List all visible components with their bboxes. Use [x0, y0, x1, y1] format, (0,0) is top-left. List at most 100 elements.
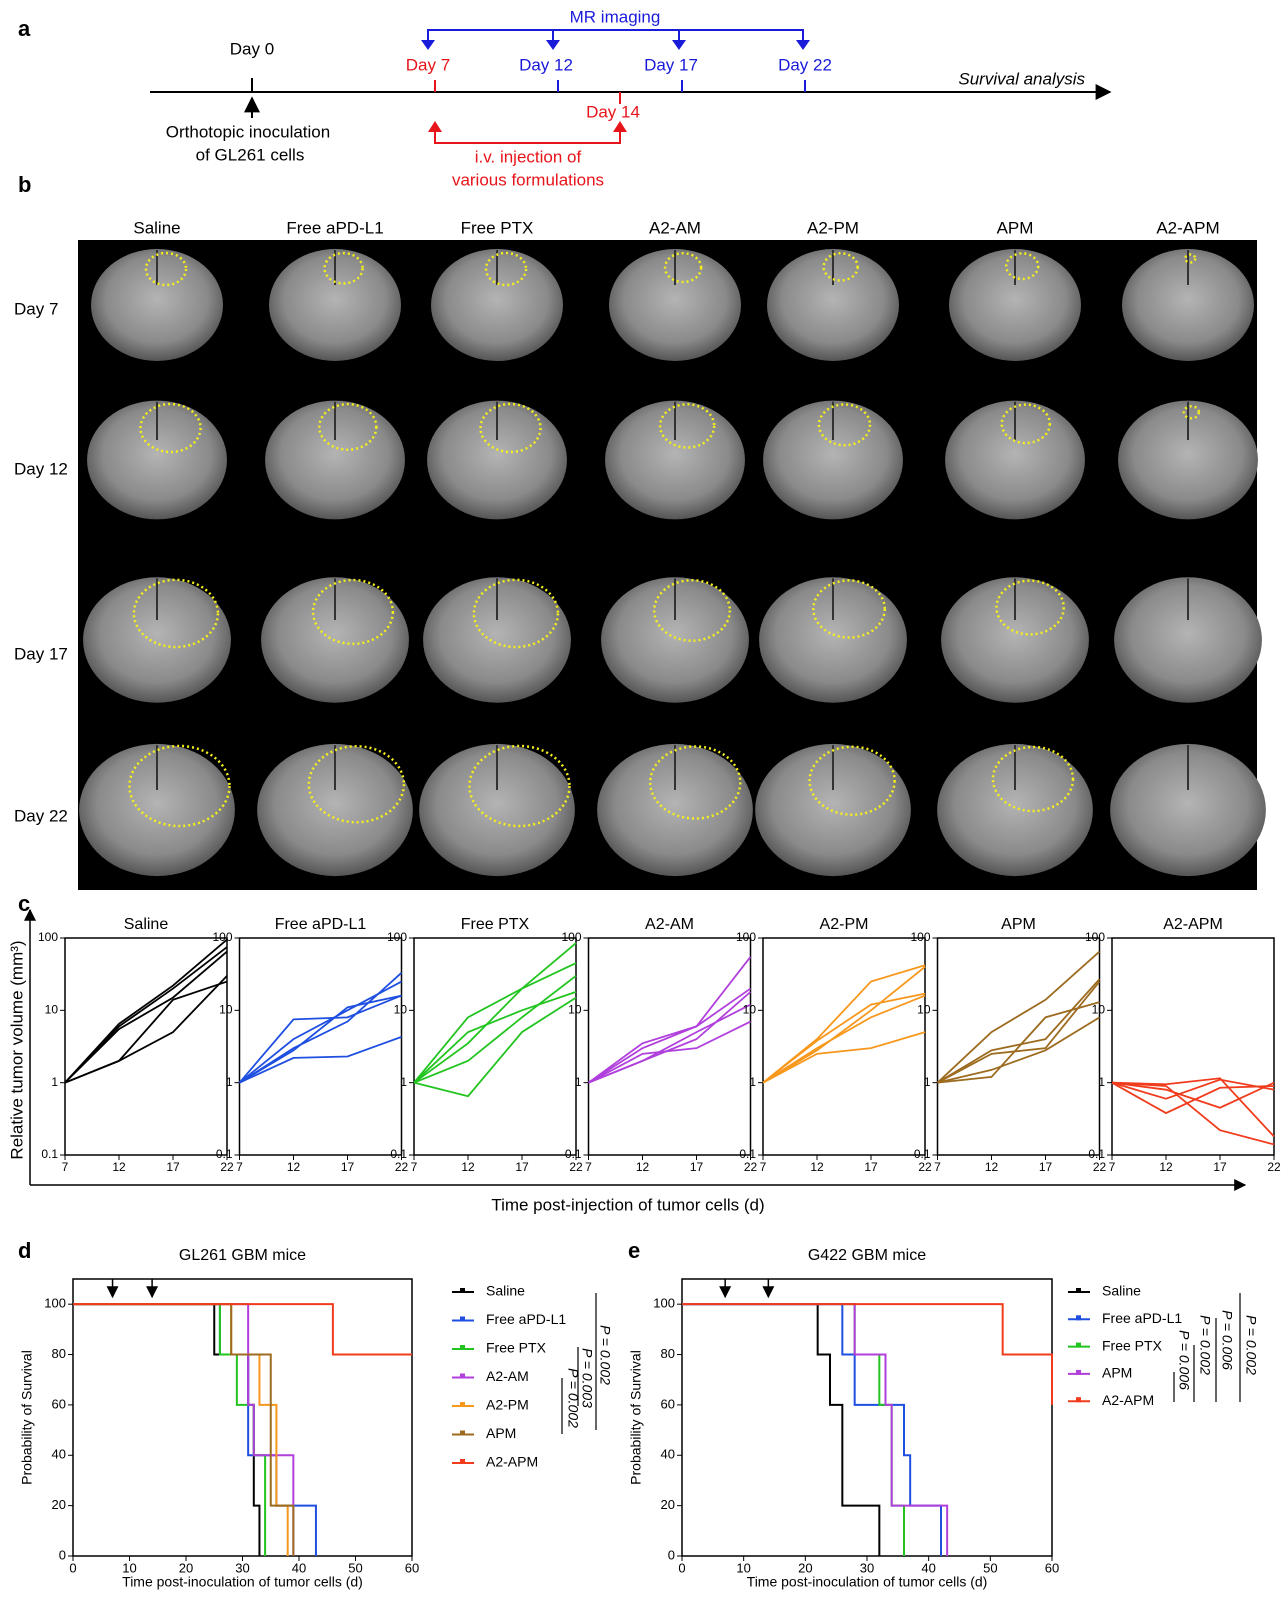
y-tick-label: 10	[394, 1003, 408, 1017]
x-tick-label: 12	[810, 1160, 824, 1174]
data-line	[588, 1020, 751, 1084]
chart: A2-APM 0.1 1 10 100 7 12 17 22	[1085, 916, 1281, 1174]
survival-curve	[73, 1303, 289, 1556]
chart: G422 GBM mice 0 20 40 60 80 100 0 10 20 30 40 50 60 Ti…	[628, 1247, 1260, 1589]
data-line	[239, 972, 403, 1084]
tumor-outline	[991, 745, 1075, 813]
data-line	[64, 980, 228, 1084]
x-tick-label: 17	[166, 1160, 180, 1174]
y-tick-label: 1	[1098, 1075, 1105, 1089]
bracket	[434, 126, 621, 144]
brain-image	[87, 400, 227, 520]
legend-swatch	[460, 1373, 465, 1379]
brain-image	[605, 400, 745, 520]
data-line	[413, 942, 577, 1084]
survival-curve	[682, 1303, 949, 1556]
legend-swatch	[460, 1345, 465, 1350]
y-axis-label: Probability of Survival	[19, 1350, 35, 1485]
x-tick-label: 22	[220, 1160, 234, 1174]
p-value: P = 0.002	[565, 1368, 581, 1428]
plot-frame	[587, 937, 752, 1156]
tumor-outline	[822, 252, 859, 282]
tumor-outline	[318, 402, 378, 452]
plot-frame	[1111, 937, 1275, 1156]
column-label: A2-AM	[649, 218, 701, 237]
tumor-outline	[1184, 253, 1197, 264]
data-line	[413, 996, 577, 1098]
panel-label: c	[18, 891, 30, 916]
y-tick-label: 100	[44, 1296, 66, 1311]
x-tick-label: 12	[1159, 1160, 1173, 1174]
x-tick-label: 7	[760, 1160, 767, 1174]
y-tick-label: 10	[1092, 1003, 1106, 1017]
x-tick-label: 20	[179, 1560, 193, 1575]
y-tick-label: 0.1	[216, 1147, 233, 1161]
data-line	[413, 991, 577, 1084]
x-tick-label: 40	[921, 1560, 935, 1575]
brain-image	[419, 743, 575, 877]
chart: A2-PM 0.1 1 10 100 7 12 17 22	[736, 916, 932, 1174]
tumor-outline	[1004, 252, 1040, 281]
legend-swatch	[1076, 1288, 1081, 1293]
y-tick-label: 80	[661, 1346, 675, 1361]
survival-curve	[682, 1303, 942, 1556]
x-tick-label: 12	[287, 1160, 301, 1174]
panel-label: a	[18, 16, 31, 41]
plot-frame	[238, 937, 403, 1156]
brain-image	[269, 249, 401, 361]
annotation: Orthotopic inoculation	[166, 122, 330, 141]
legend-swatch	[1076, 1342, 1081, 1348]
arrowheads	[421, 40, 810, 50]
annotation: MR imaging	[570, 7, 661, 26]
brain-image	[597, 743, 753, 877]
brain-image	[1114, 577, 1262, 703]
legend-label: Saline	[486, 1283, 525, 1299]
tumor-outline	[652, 578, 732, 642]
data-line	[762, 964, 926, 1084]
x-tick-label: 22	[918, 1160, 932, 1174]
x-tick-label: 17	[1039, 1160, 1053, 1174]
x-tick-label: 17	[864, 1160, 878, 1174]
y-tick-label: 0.1	[390, 1147, 407, 1161]
data-line	[762, 994, 926, 1084]
y-tick-label: 100	[561, 930, 581, 944]
tumor-outline	[323, 251, 364, 285]
survival-curve	[73, 1303, 317, 1556]
data-line	[1111, 1077, 1275, 1138]
data-line	[64, 938, 228, 1084]
data-line	[587, 987, 752, 1084]
brain-image	[941, 577, 1089, 703]
legend-label: APM	[1102, 1365, 1132, 1381]
brain-image	[79, 743, 235, 877]
tumor-outline	[808, 745, 896, 816]
x-tick-label: 12	[112, 1160, 126, 1174]
panel-a: a Day 0 Orthotopic inoculation of GL261 …	[18, 7, 1112, 189]
y-tick-label: 80	[52, 1346, 66, 1361]
x-axis-label: Time post-inoculation of tumor cells (d)	[747, 1574, 988, 1590]
y-tick-label: 100	[653, 1296, 675, 1311]
data-line	[238, 994, 402, 1084]
x-tick-label: 0	[678, 1560, 685, 1575]
data-line	[1111, 1081, 1275, 1146]
chart: Free aPD-L1 0.1 1 10 100 7 12 17 22	[212, 916, 408, 1174]
survival-curve	[682, 1303, 905, 1556]
x-tick-label: 7	[585, 1160, 592, 1174]
x-tick-label: 10	[122, 1560, 136, 1575]
brain-image	[257, 743, 413, 877]
annotation: i.v. injection of	[475, 147, 582, 166]
x-tick-label: 22	[569, 1160, 583, 1174]
x-tick-label: 22	[744, 1160, 758, 1174]
panel-label: e	[628, 1238, 640, 1263]
x-tick-label: 7	[411, 1160, 418, 1174]
legend-swatch	[1076, 1315, 1081, 1321]
tumor-outline	[472, 578, 560, 649]
day-label: Day 17	[644, 55, 698, 74]
x-tick-label: 17	[1213, 1160, 1227, 1174]
survival-curve	[73, 1303, 267, 1556]
tumor-outline	[649, 745, 742, 820]
data-line	[64, 946, 228, 1084]
survival-curve	[682, 1303, 881, 1556]
brain-image	[609, 249, 741, 361]
plot-frame	[413, 937, 577, 1156]
